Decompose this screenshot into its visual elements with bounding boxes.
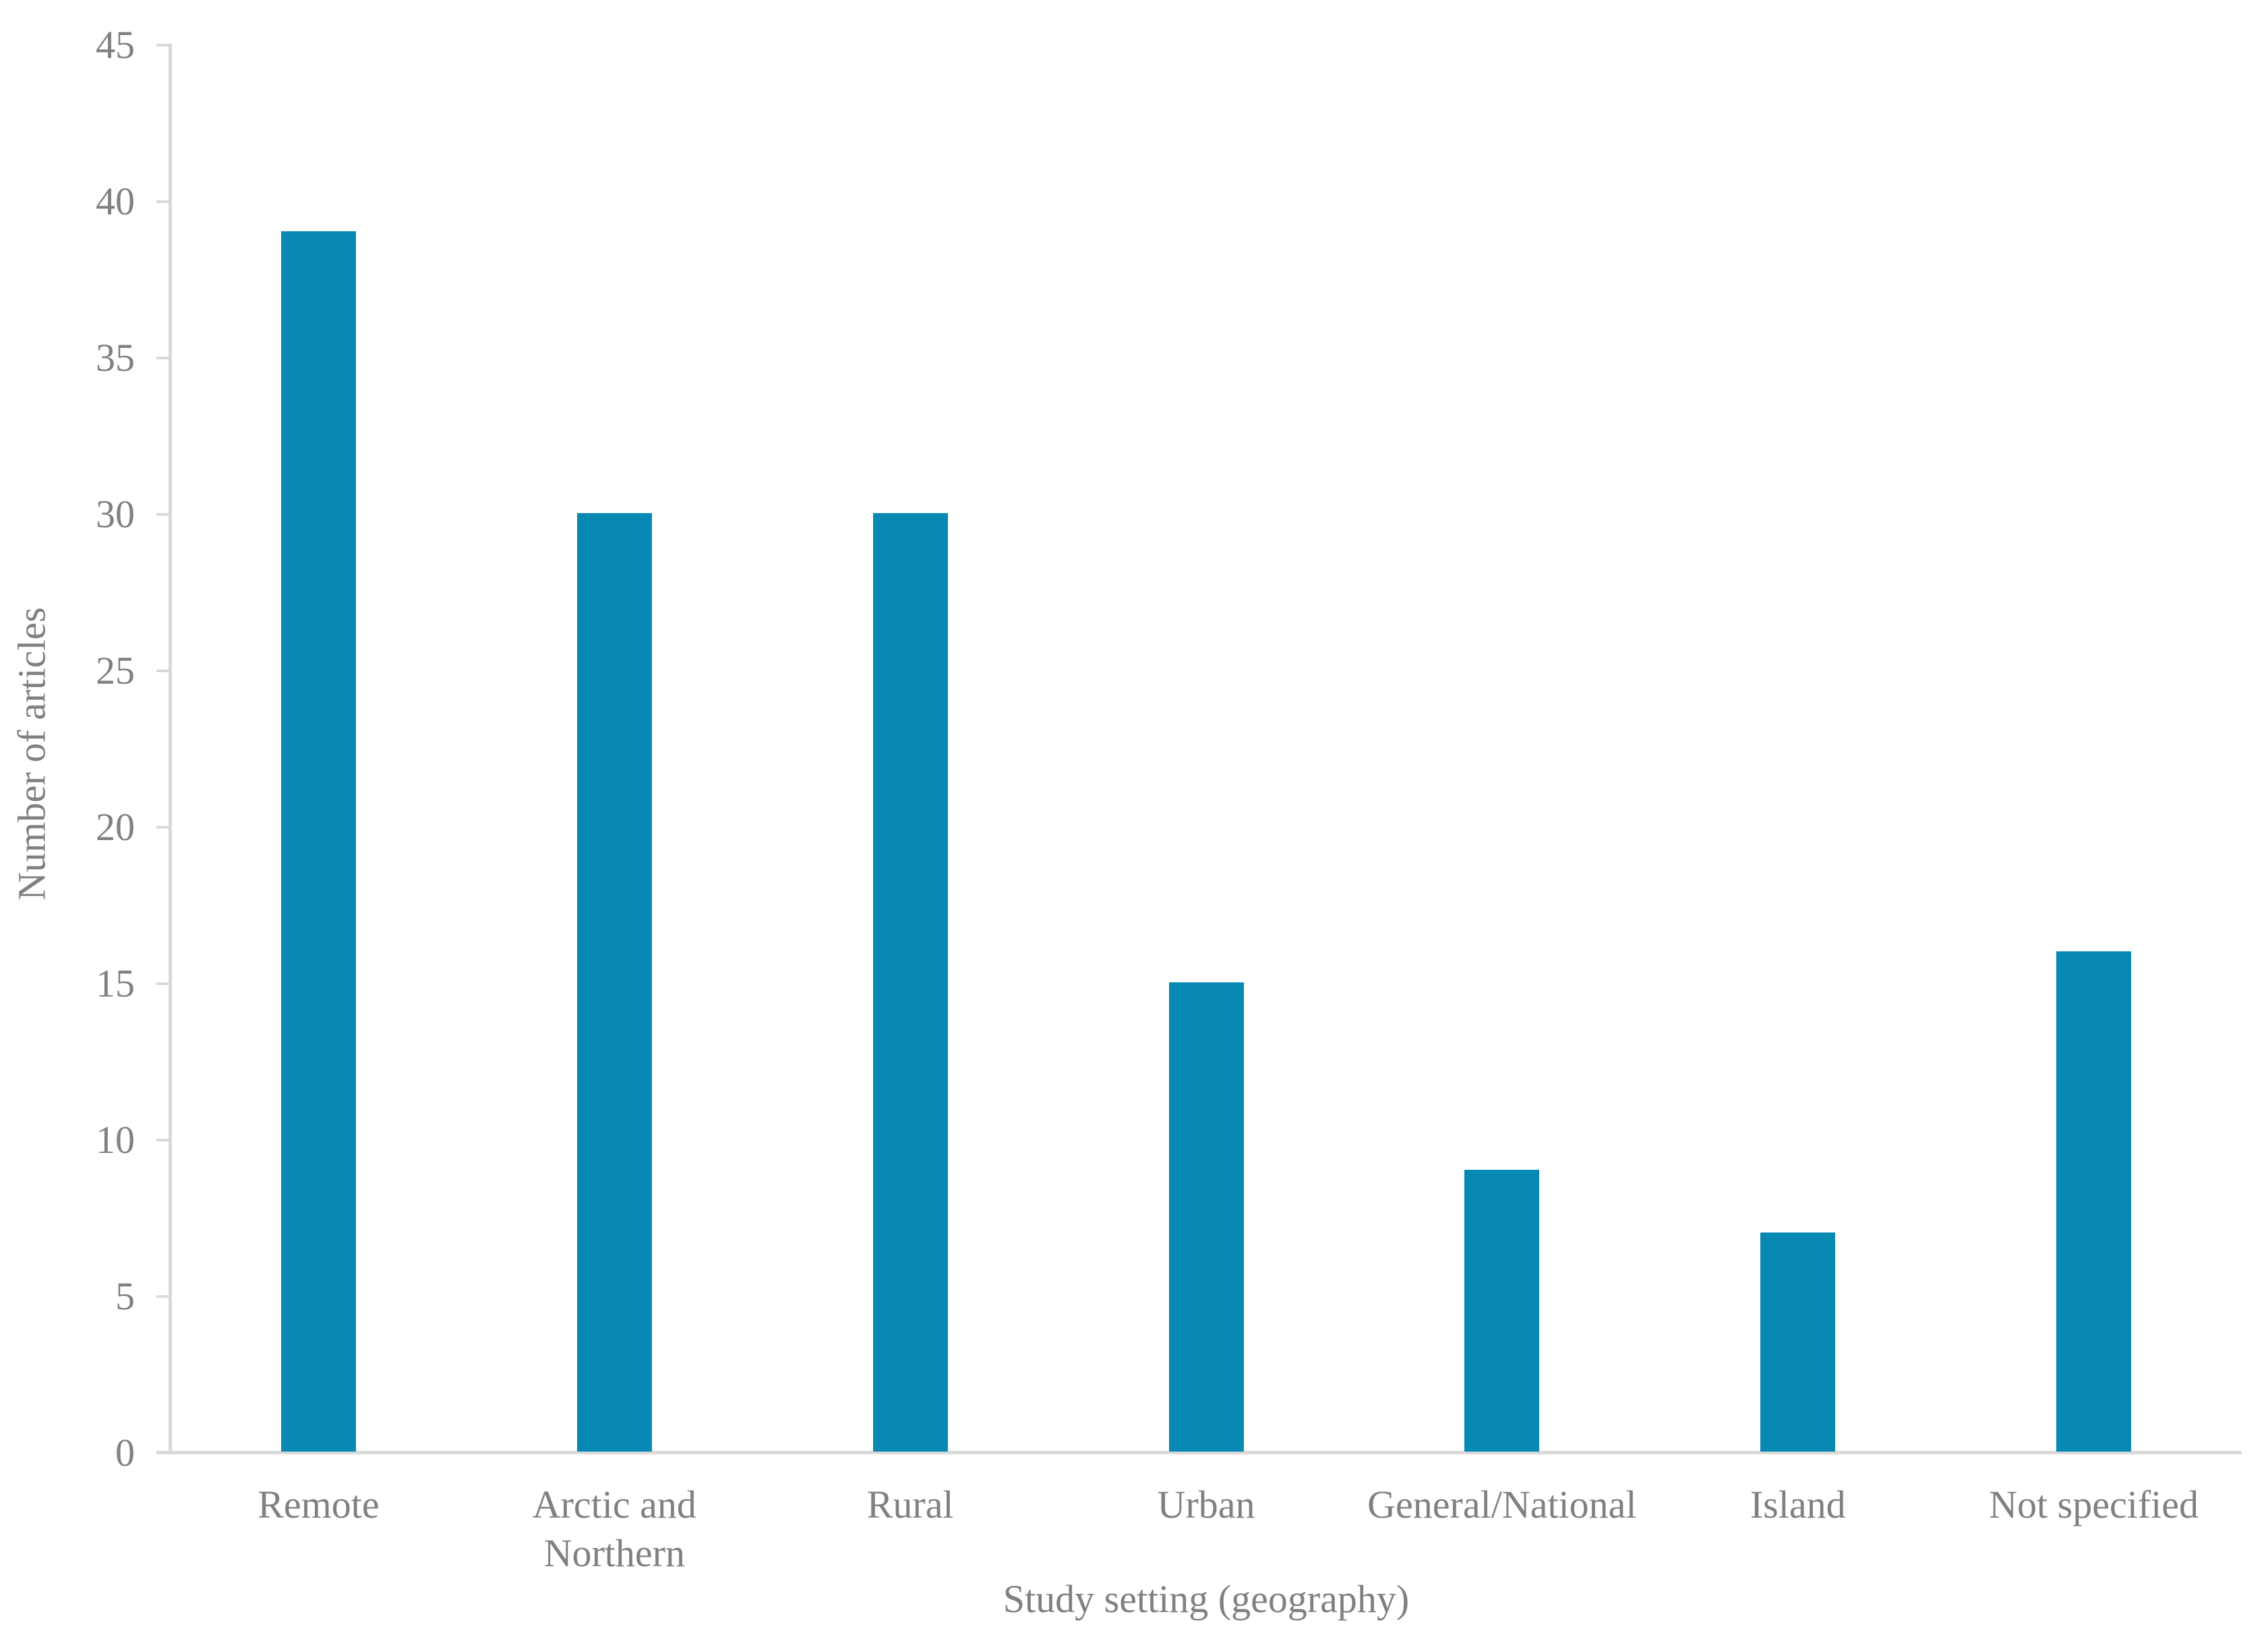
- y-tick-label: 30: [96, 492, 135, 536]
- y-tick-label: 40: [96, 179, 135, 223]
- y-tick-mark: [156, 200, 170, 203]
- y-tick-mark: [156, 670, 170, 672]
- y-axis-line: [169, 44, 172, 1453]
- x-category-label: Rural: [866, 1483, 954, 1526]
- y-tick-label: 35: [96, 336, 135, 380]
- y-tick-mark: [156, 1139, 170, 1141]
- bar-generalnational: [1464, 1170, 1540, 1452]
- y-tick-label: 5: [115, 1274, 135, 1318]
- y-tick-label: 25: [96, 649, 135, 692]
- y-tick-label: 15: [96, 961, 135, 1005]
- y-tick-label: 45: [96, 23, 135, 67]
- x-category-label: General/National: [1367, 1483, 1637, 1526]
- bar-arctic-and-northern: [576, 513, 652, 1452]
- y-tick-mark: [156, 982, 170, 985]
- x-category-label: Island: [1750, 1483, 1846, 1526]
- x-category-label: Not specified: [1989, 1483, 2199, 1526]
- y-tick-mark: [156, 357, 170, 359]
- y-tick-label: 20: [96, 805, 135, 849]
- x-category-label: Remote: [258, 1483, 380, 1526]
- bar-rural: [872, 513, 948, 1452]
- y-tick-mark: [156, 826, 170, 829]
- x-axis-line: [156, 1451, 2242, 1454]
- y-tick-label: 0: [115, 1431, 135, 1475]
- bar-island: [1760, 1232, 1836, 1452]
- x-category-label: Urban: [1157, 1483, 1255, 1526]
- bar-not-specified: [2056, 951, 2132, 1452]
- y-tick-mark: [156, 44, 170, 47]
- y-tick-mark: [156, 513, 170, 516]
- y-tick-mark: [156, 1295, 170, 1298]
- y-tick-mark: [156, 1452, 170, 1454]
- y-tick-label: 10: [96, 1118, 135, 1162]
- x-axis-title: Study setting (geography): [1003, 1577, 1410, 1621]
- bar-urban: [1168, 982, 1244, 1452]
- bar-remote: [280, 231, 356, 1452]
- x-category-label: Arctic and Northern: [532, 1483, 696, 1575]
